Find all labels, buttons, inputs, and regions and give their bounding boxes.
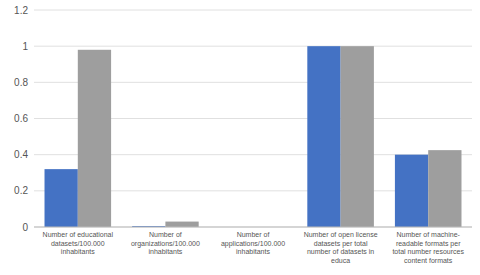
x-tick-label: Number ofapplications/100.000inhabitants <box>221 231 285 255</box>
bars <box>45 46 462 227</box>
y-tick-label: 0 <box>22 222 28 233</box>
y-tick-label: 1.2 <box>14 5 28 16</box>
series <box>78 46 462 227</box>
bar <box>307 46 340 227</box>
y-tick-label: 0.2 <box>14 185 28 196</box>
series <box>45 46 429 227</box>
chart-container: 0 0.2 0.4 0.6 0.8 1 1.2 Number of educationalda… <box>0 0 480 275</box>
bar <box>165 222 198 227</box>
grid <box>34 10 472 227</box>
bar <box>45 169 78 227</box>
x-axis: Number of educationaldatasets/100.000inh… <box>43 231 465 264</box>
x-tick-label: Number of open licensedatasets per total… <box>304 231 378 264</box>
bar <box>78 50 111 227</box>
y-tick-label: 0.6 <box>14 113 28 124</box>
x-axis-line <box>34 227 472 228</box>
bar <box>395 155 428 227</box>
bar <box>428 150 461 227</box>
grid-line <box>34 10 472 11</box>
x-tick-label: Number oforganizations/100.000inhabitant… <box>131 231 200 255</box>
x-tick-label: Number of machine-readable formats perto… <box>392 231 464 264</box>
y-tick-label: 1 <box>22 41 28 52</box>
y-axis: 0 0.2 0.4 0.6 0.8 1 1.2 <box>14 5 28 233</box>
grid-line <box>34 227 472 228</box>
grid-line <box>34 46 472 47</box>
chart: 0 0.2 0.4 0.6 0.8 1 1.2 Number of educationalda… <box>0 0 480 275</box>
x-tick-label: Number of educationaldatasets/100.000inh… <box>43 231 114 255</box>
y-tick-label: 0.8 <box>14 77 28 88</box>
y-tick-label: 0.4 <box>14 149 28 160</box>
bar <box>341 46 374 227</box>
